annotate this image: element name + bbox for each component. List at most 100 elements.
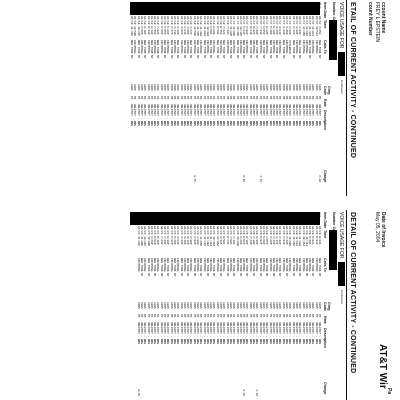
table-cell: 1085: [199, 84, 203, 91]
table-cell: UNLIMIT - NNN: [308, 104, 312, 126]
table-cell: 04/17 9:09P: [245, 16, 249, 35]
table-cell: PK: [235, 96, 239, 100]
table-cell: PK: [225, 96, 229, 100]
table-cell: [199, 162, 202, 182]
table-cell: 1085: [225, 84, 229, 91]
table-cell: UNLIMIT - NNN: [176, 104, 180, 126]
table-cell: 04/28 9:40A: [308, 226, 312, 245]
table-cell: 1085: [136, 302, 140, 309]
table-cell: 04/17 10:12P: [238, 16, 242, 37]
table-cell: 04/29 11:42P: [136, 226, 140, 247]
table-cell: INCOMING: [146, 40, 150, 54]
table-cell: PK: [153, 96, 157, 100]
table-cell: 04/17 11:05P: [232, 16, 236, 37]
table-cell: [206, 162, 209, 182]
table-cell: PK: [304, 96, 308, 100]
table-cell: 04/18 3:40P: [176, 16, 180, 35]
table-cell: 1085: [275, 84, 279, 91]
table-cell: UNLIMIT - NNN: [212, 322, 216, 344]
table-cell: PK: [192, 314, 196, 318]
table-cell: PK: [186, 96, 190, 100]
table-cell: 1085: [199, 302, 203, 309]
table-cell: 04/17 11:42A: [308, 16, 312, 37]
table-cell: 1085: [133, 84, 137, 91]
table-cell: PK: [294, 96, 298, 100]
table-cell: 1085: [238, 84, 242, 91]
table-cell: NEW YORK NY: [318, 258, 321, 277]
table-cell: 1085: [169, 84, 173, 91]
table-cell: NEW YORK NY: [136, 40, 140, 59]
table-cell: PK: [179, 314, 183, 318]
table-cell: UNLIMIT - NNN: [288, 322, 292, 344]
table-cell: UNLIMIT - NNN: [166, 104, 170, 126]
right-redaction-header: [329, 230, 337, 270]
table-cell: PK: [225, 314, 229, 318]
table-cell: NEW YORK NY: [156, 40, 160, 59]
table-cell: PK: [261, 314, 265, 318]
table-cell: INCOMING: [261, 258, 265, 272]
table-cell: UNLIMIT - NNN: [281, 322, 285, 344]
table-cell: 04/18 2:31P: [182, 16, 186, 35]
table-cell: [153, 162, 156, 182]
table-cell: PK: [205, 314, 209, 318]
table-cell: 1085: [179, 302, 183, 309]
table-cell: 04/17 12:45P: [301, 16, 305, 37]
left-redaction-header: [329, 20, 337, 60]
table-cell: 1085: [245, 84, 249, 91]
table-cell: INCOMING: [205, 40, 209, 54]
table-cell: 04/29 8:18P: [156, 226, 160, 245]
table-cell: [255, 162, 258, 182]
table-cell: NEW YORK NY: [298, 258, 302, 277]
table-cell: UNLIMIT - NNN: [278, 104, 282, 126]
table-cell: UNLIMIT - NNN: [301, 104, 305, 126]
table-cell: 1085: [281, 84, 285, 91]
table-cell: UNLIMIT - NNN: [189, 322, 193, 344]
table-cell: UNLIMIT - NNN: [182, 322, 186, 344]
table-cell: 04/18 1:58P: [186, 16, 190, 35]
table-cell: [235, 378, 238, 396]
right-col-charge: Charge: [323, 382, 327, 395]
table-cell: 04/28 10:11A: [304, 226, 308, 247]
table-cell: NEW YORK NY: [163, 40, 167, 59]
table-cell: PK: [139, 96, 143, 100]
table-cell: [156, 162, 159, 182]
table-cell: UNLIMIT - NNN: [199, 104, 203, 126]
right-redaction-numbers: [130, 212, 320, 225]
table-cell: 1085: [159, 302, 163, 309]
table-cell: PK: [153, 314, 157, 318]
table-cell: [295, 378, 298, 396]
account-name-label: ccount Name: [380, 2, 386, 34]
table-cell: PK: [202, 314, 206, 318]
table-cell: 1085: [139, 302, 143, 309]
table-cell: 04/29 6:36P: [166, 226, 170, 245]
table-cell: [192, 378, 195, 396]
table-cell: 04/28 2:04P: [281, 226, 285, 245]
table-cell: 0.35: [136, 389, 140, 396]
table-cell: UNLIMIT - NNN: [199, 322, 203, 344]
table-cell: INCOMING: [222, 258, 226, 272]
table-cell: UNLIMIT - NNN: [149, 104, 153, 126]
table-cell: 1085: [281, 302, 285, 309]
table-cell: INCOMING: [212, 40, 216, 54]
table-cell: 1085: [285, 302, 289, 309]
table-cell: [199, 378, 202, 396]
table-cell: UNLIMIT - NNN: [153, 104, 157, 126]
table-cell: [272, 378, 275, 396]
left-continued-label: Continued: [340, 80, 344, 94]
